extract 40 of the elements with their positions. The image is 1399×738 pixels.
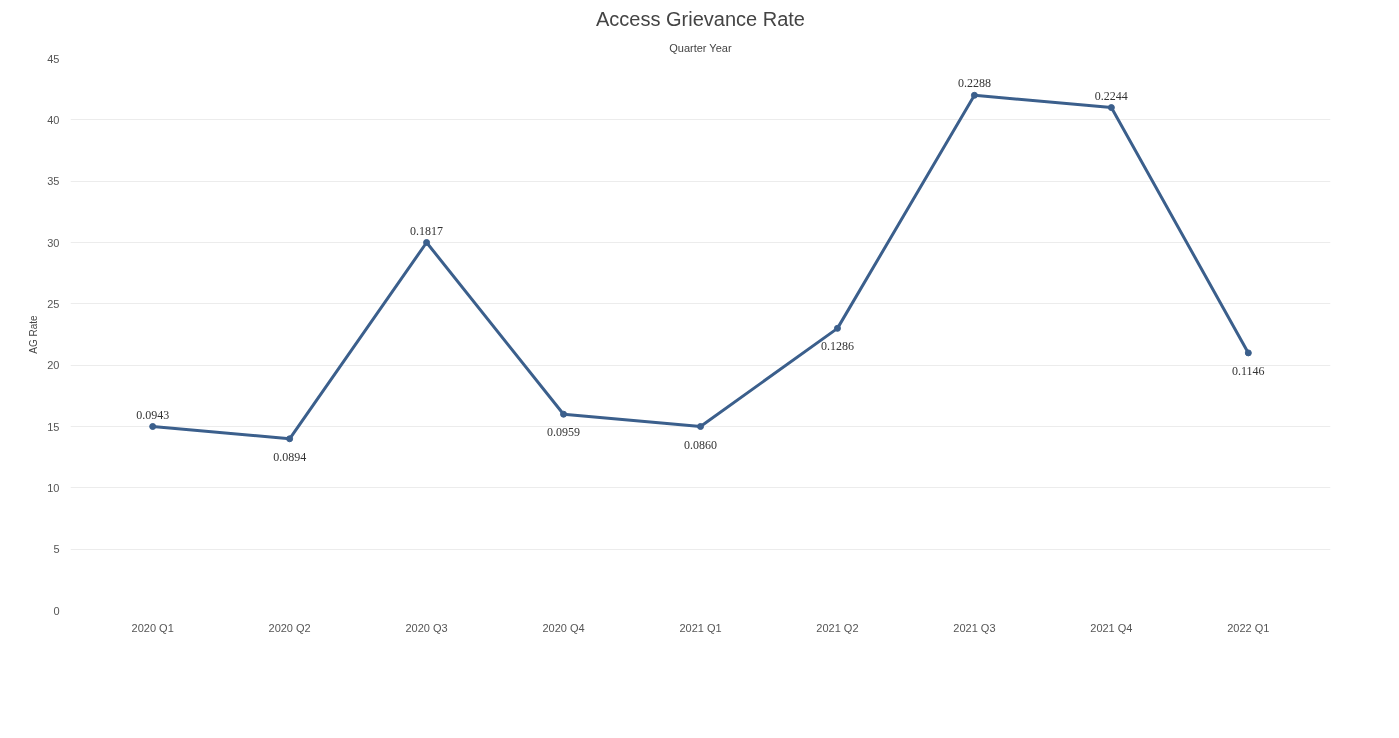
y-tick-label: 25 (47, 297, 60, 310)
x-tick-label: 2020 Q2 (268, 621, 311, 634)
annotation: 0.0959 (547, 425, 581, 440)
annotation: 0.1817 (410, 223, 444, 238)
y-tick-label: 20 (47, 359, 60, 372)
x-tick-label: 2021 Q3 (953, 621, 996, 634)
point (1244, 349, 1252, 357)
annotation: 0.0943 (136, 407, 170, 422)
y-tick-label: 30 (47, 236, 60, 249)
y-tick-label: 40 (47, 113, 60, 126)
point (560, 410, 568, 418)
point (286, 435, 294, 443)
chart-title: Access Grievance Rate (596, 7, 805, 30)
y-axis-title: AG Rate (28, 314, 40, 354)
y-tick-label: 35 (47, 175, 60, 188)
point (833, 324, 841, 332)
point (697, 423, 704, 430)
annotation: 0.0894 (273, 449, 307, 464)
y-tick-label: 10 (47, 481, 60, 494)
x-tick-label: 2022 Q1 (1227, 621, 1270, 634)
y-tick-label: 5 (53, 543, 60, 556)
annotation: 0.0860 (684, 437, 717, 452)
annotation: 0.1146 (1232, 363, 1265, 378)
x-tick-label: 2020 Q1 (131, 621, 174, 634)
x-tick-label: 2021 Q1 (679, 621, 722, 634)
x-tick-label: 2021 Q2 (816, 621, 859, 634)
y-tick-label: 0 (53, 604, 60, 617)
point (423, 239, 431, 246)
point (1107, 104, 1115, 112)
x-axis-title: Quarter Year (669, 41, 732, 54)
x-tick-label: 2020 Q3 (405, 621, 448, 634)
annotation: 0.1286 (820, 339, 854, 354)
y-tick-label: 45 (47, 52, 60, 65)
y-tick-label: 15 (47, 420, 60, 433)
annotation: 0.2244 (1094, 88, 1128, 103)
x-tick-label: 2020 Q4 (542, 621, 585, 634)
point (149, 423, 157, 430)
annotation: 0.2288 (957, 76, 991, 91)
point (970, 91, 978, 99)
x-tick-label: 2021 Q4 (1090, 621, 1133, 634)
